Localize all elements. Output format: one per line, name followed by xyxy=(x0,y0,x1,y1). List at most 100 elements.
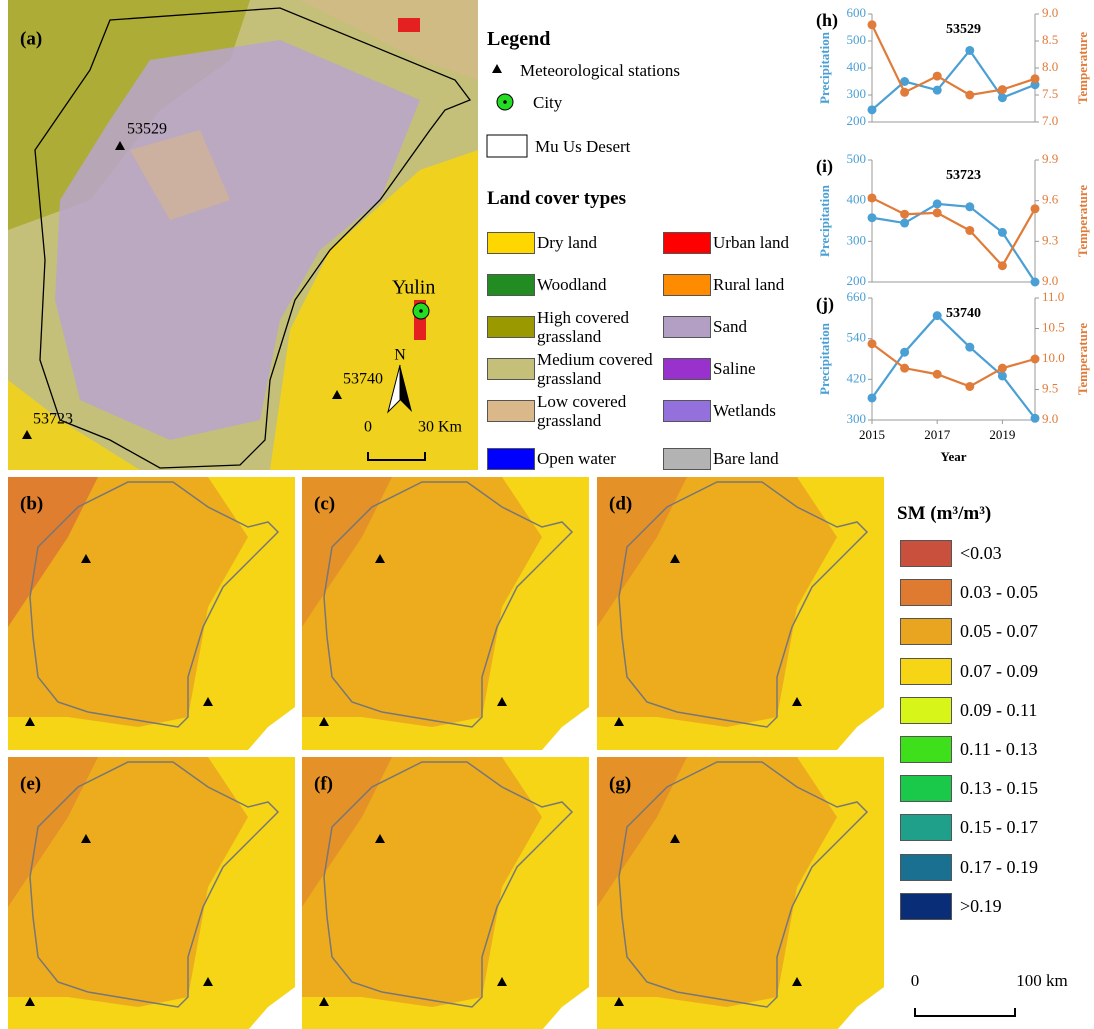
legend-swatch xyxy=(663,316,711,338)
legend-label: Dry land xyxy=(537,233,662,252)
legend-label: Urban land xyxy=(713,233,823,252)
legend-label: 0.15 - 0.17 xyxy=(960,818,1038,837)
sm-map: (g) xyxy=(597,757,884,1029)
y2-tick-label: 8.0 xyxy=(1042,59,1058,74)
x-tick-label: 2017 xyxy=(924,427,951,442)
legend-swatch xyxy=(900,658,952,685)
legend-label: 0.05 - 0.07 xyxy=(960,622,1038,641)
y2-tick-label: 9.0 xyxy=(1042,411,1058,426)
series-point xyxy=(965,226,974,235)
chart-title: 53740 xyxy=(946,306,981,321)
legend-swatch xyxy=(900,736,952,763)
panel-label: (e) xyxy=(20,773,41,794)
north-label: N xyxy=(394,347,406,364)
series-point xyxy=(1031,278,1040,287)
y-tick-label: 200 xyxy=(847,273,867,288)
legend-label: Rural land xyxy=(713,275,823,294)
legend-swatch xyxy=(487,316,535,338)
series-point xyxy=(1031,74,1040,83)
x-axis-label: Year xyxy=(941,449,967,464)
sm-map: (e) xyxy=(8,757,295,1029)
legend-label: Wetlands xyxy=(713,401,823,420)
y2-tick-label: 9.3 xyxy=(1042,232,1058,247)
series-point xyxy=(868,339,877,348)
series-point xyxy=(933,208,942,217)
series-point xyxy=(998,228,1007,237)
series-point xyxy=(868,193,877,202)
y-tick-label: 300 xyxy=(847,411,867,426)
legend-swatch xyxy=(900,618,952,645)
y2-tick-label: 10.5 xyxy=(1042,319,1065,334)
series-point xyxy=(900,364,909,373)
panel-label: (c) xyxy=(314,493,335,514)
legend-subtitle: Land cover types xyxy=(487,188,626,210)
legend-swatch xyxy=(663,232,711,254)
legend-label: 0.09 - 0.11 xyxy=(960,701,1037,720)
panel-label: (i) xyxy=(816,156,833,177)
y-tick-label: 200 xyxy=(847,113,867,128)
y2-axis-label: Temperature xyxy=(1075,323,1090,395)
chart-title: 53723 xyxy=(946,168,981,183)
panel-label: (g) xyxy=(609,773,631,794)
series-point xyxy=(965,46,974,55)
y-tick-label: 400 xyxy=(847,192,867,207)
legend-swatch xyxy=(900,540,952,567)
legend-swatch xyxy=(900,893,952,920)
legend-label: 0.07 - 0.09 xyxy=(960,662,1038,681)
station-label: 53529 xyxy=(127,121,167,138)
y-tick-label: 400 xyxy=(847,59,867,74)
series-point xyxy=(998,93,1007,102)
sm-map: (f) xyxy=(302,757,589,1029)
panel-label: (a) xyxy=(20,28,42,49)
legend-item: City xyxy=(533,93,562,112)
y2-tick-label: 9.9 xyxy=(1042,151,1058,166)
series-point xyxy=(900,210,909,219)
y-tick-label: 300 xyxy=(847,232,867,247)
panel-label: (h) xyxy=(816,10,838,31)
legend-swatch xyxy=(663,400,711,422)
series-point xyxy=(965,91,974,100)
series-point xyxy=(965,202,974,211)
series-point xyxy=(1031,414,1040,423)
legend-swatch xyxy=(487,274,535,296)
y2-axis-label: Temperature xyxy=(1075,32,1090,104)
legend-label: Open water xyxy=(537,449,662,468)
legend-label: 0.03 - 0.05 xyxy=(960,583,1038,602)
series-point xyxy=(868,213,877,222)
sm-map: (d) xyxy=(597,477,884,750)
series-point xyxy=(933,86,942,95)
legend-label: 0.11 - 0.13 xyxy=(960,740,1037,759)
series-point xyxy=(868,20,877,29)
legend-label: Sand xyxy=(713,317,823,336)
y2-tick-label: 11.0 xyxy=(1042,289,1064,304)
legend-label: <0.03 xyxy=(960,544,1002,563)
x-tick-label: 2019 xyxy=(989,427,1015,442)
legend-label: Medium covered grassland xyxy=(537,350,662,388)
legend-swatch xyxy=(487,358,535,380)
legend-swatch xyxy=(663,274,711,296)
legend-swatch xyxy=(900,775,952,802)
legend-label: Bare land xyxy=(713,449,823,468)
series-point xyxy=(900,219,909,228)
y2-tick-label: 9.0 xyxy=(1042,5,1058,20)
chart-title: 53529 xyxy=(946,22,981,37)
legend-label: High covered grassland xyxy=(537,308,662,346)
city-marker-dot xyxy=(419,309,423,313)
scale-label: 0 xyxy=(364,419,372,436)
legend-label: >0.19 xyxy=(960,897,1002,916)
scale-label: 100 km xyxy=(1016,971,1067,990)
sm-map: (c) xyxy=(302,477,589,750)
city-label: Yulin xyxy=(392,277,435,299)
series-point xyxy=(933,370,942,379)
y-tick-label: 420 xyxy=(847,370,867,385)
legend-desert-symbol xyxy=(487,135,527,157)
legend-item: Meteorological stations xyxy=(520,61,680,80)
station-label: 53740 xyxy=(343,371,383,388)
series-point xyxy=(998,371,1007,380)
legend-swatch xyxy=(900,814,952,841)
series-point xyxy=(998,364,1007,373)
series-point xyxy=(933,72,942,81)
legend-city-dot xyxy=(503,100,507,104)
series-point xyxy=(1031,204,1040,213)
panel-label: (d) xyxy=(609,493,632,514)
